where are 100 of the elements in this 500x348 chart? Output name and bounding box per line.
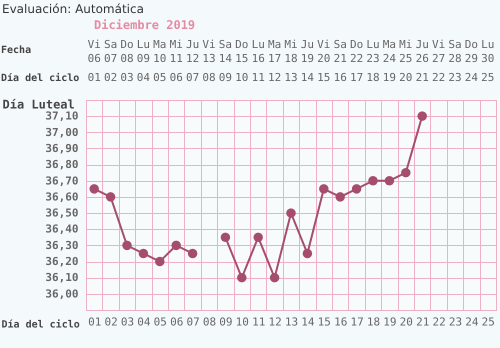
category-label: 02: [104, 71, 118, 84]
y-tick-label: 36,90: [45, 142, 78, 155]
text: Mi 11: [170, 38, 183, 65]
point: [286, 208, 296, 218]
category-label: 16: [334, 71, 347, 84]
x-tick-label: 04: [137, 316, 151, 328]
x-tick-label: 15: [318, 316, 331, 328]
category-label: 07: [186, 71, 200, 84]
text: Sa 14: [218, 38, 232, 65]
text: Do 29: [464, 38, 478, 65]
text: Mi 18: [284, 38, 298, 65]
category-label: 05: [153, 71, 166, 84]
x-tick-label: 20: [400, 316, 413, 328]
text: Lu 23: [366, 38, 380, 65]
point: [253, 232, 263, 242]
category-label: 20: [399, 71, 412, 84]
x-tick-label: 14: [301, 316, 315, 328]
y-tick-label: 36,40: [45, 222, 78, 236]
x-tick-label: 06: [170, 316, 184, 328]
text: Sa 28: [448, 38, 462, 65]
text: Día del ciclo: [1, 72, 80, 84]
point: [270, 272, 280, 282]
category-label: 12: [268, 71, 282, 84]
y-tick-label: 36,20: [45, 255, 78, 268]
x-tick-label: 21: [416, 316, 430, 328]
text: Do 22: [350, 38, 364, 65]
category-label: 11: [252, 71, 265, 84]
text: Ma 10: [153, 38, 166, 65]
x-tick-label: 01: [88, 316, 102, 328]
x-tick-label: 12: [268, 316, 282, 328]
x-tick-label: 19: [383, 316, 397, 328]
text: Vi 27: [432, 38, 446, 65]
point: [237, 272, 247, 282]
x-tick-label: 05: [154, 316, 167, 328]
category-label: 06: [170, 71, 183, 84]
x-tick-label: 16: [334, 316, 348, 328]
category-label: 18: [366, 71, 380, 84]
text: Do 15: [235, 38, 248, 65]
text: Sa 21: [334, 38, 347, 65]
category-label: 08: [202, 71, 216, 84]
text: Sa 07: [104, 38, 118, 65]
point: [352, 184, 362, 194]
x-tick-label: 09: [219, 316, 233, 328]
point: [368, 176, 378, 186]
text: Vi 06: [88, 38, 101, 65]
category-label: 09: [218, 71, 232, 84]
point: [138, 248, 148, 258]
x-tick-label: 03: [120, 316, 134, 328]
chart-subtitle: Diciembre 2019: [94, 18, 196, 32]
text: Ma 17: [268, 38, 282, 65]
x-tick-label: 17: [350, 316, 364, 328]
point: [171, 240, 181, 250]
y-tick-label: 36,30: [45, 238, 78, 252]
category-label: 10: [235, 71, 248, 84]
category-label: 15: [317, 71, 330, 84]
category-label: 25: [481, 71, 494, 84]
x-tick-label: 25: [482, 316, 495, 328]
point: [220, 232, 230, 242]
point: [89, 184, 99, 194]
point: [188, 248, 198, 258]
point: [155, 256, 165, 266]
y-tick-label: 37,00: [45, 126, 78, 139]
category-label: 03: [120, 71, 134, 84]
x-tick-label: 13: [284, 316, 298, 328]
x-tick-label: 08: [202, 316, 216, 328]
text: Lu 09: [136, 38, 150, 65]
x-tick-label: 24: [465, 316, 479, 328]
x-tick-label: 11: [252, 316, 266, 328]
y-tick-label: 36,70: [45, 174, 78, 188]
category-label: 22: [432, 71, 446, 84]
point: [335, 192, 345, 202]
x-tick-label: 18: [366, 316, 380, 328]
point: [106, 192, 116, 202]
category-label: 14: [300, 71, 314, 84]
text: Fecha: [1, 45, 32, 56]
x-tick-label: 02: [104, 316, 118, 328]
text: Ma 24: [382, 38, 396, 65]
text: Do 08: [120, 38, 134, 65]
y-axis-title: Día Luteal: [2, 98, 75, 112]
category-label: 23: [448, 71, 462, 84]
text: Lu 16: [252, 38, 265, 65]
point: [319, 184, 329, 194]
y-tick-label: 36,60: [45, 190, 78, 204]
y-tick-label: 36,80: [45, 158, 78, 172]
category-label: 21: [416, 71, 429, 84]
x-tick-label: 10: [236, 316, 249, 328]
text: Ju 12: [186, 38, 200, 65]
y-tick-label: 36,10: [45, 271, 78, 284]
x-tick-label: 23: [448, 316, 462, 328]
text: Ju 26: [416, 38, 429, 65]
y-tick-label: 37,10: [45, 110, 78, 123]
category-label: 13: [284, 71, 298, 84]
y-tick-label: 36,50: [45, 206, 78, 220]
point: [384, 176, 394, 186]
text: Lu 30: [481, 38, 494, 65]
point: [401, 168, 411, 178]
category-label: 24: [464, 71, 478, 84]
point: [122, 240, 132, 250]
point: [417, 111, 427, 121]
y-tick-label: 36,00: [45, 287, 78, 300]
